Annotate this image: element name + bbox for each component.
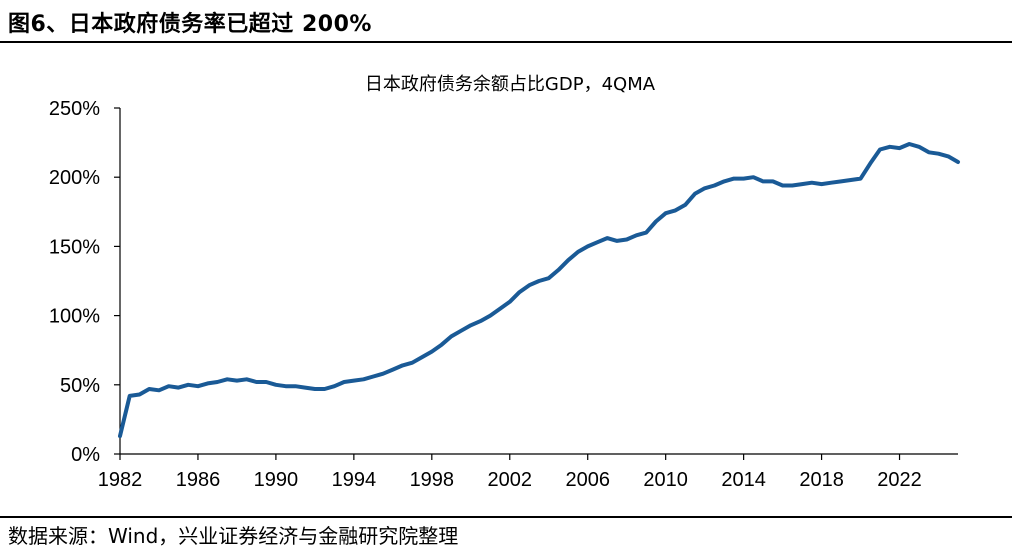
- axes: [119, 108, 958, 455]
- x-tick-label: 2014: [721, 469, 766, 491]
- figure-title: 图6、日本政府债务率已超过 200%: [8, 12, 372, 37]
- y-tick-label: 100%: [49, 306, 100, 328]
- y-tick-label: 50%: [60, 375, 100, 397]
- y-tick-label: 200%: [49, 167, 100, 189]
- x-tick-label: 1998: [410, 469, 455, 491]
- source-note: 数据来源：Wind，兴业证券经济与金融研究院整理: [8, 524, 459, 548]
- ticks: 0% 50% 100% 150% 200% 250% 1982 1986 1990 1994 199…: [49, 98, 922, 491]
- top-rule: [0, 41, 1012, 43]
- x-tick-label: 1990: [254, 469, 299, 491]
- y-tick-label: 0%: [71, 444, 100, 466]
- x-tick-label: 1994: [332, 469, 377, 491]
- x-tick-label: 1982: [98, 469, 143, 491]
- chart-title: 日本政府债务余额占比GDP，4QMA: [365, 74, 656, 95]
- series-group: [118, 142, 960, 438]
- x-tick-label: 2002: [488, 469, 533, 491]
- y-tick-label: 250%: [49, 98, 100, 120]
- x-tick-label: 2018: [799, 469, 844, 491]
- chart: 日本政府债务余额占比GDP，4QMA 0% 50% 100% 150% 200% 250%…: [49, 74, 960, 491]
- x-tick-label: 2022: [877, 469, 922, 491]
- x-tick-label: 1986: [176, 469, 221, 491]
- bottom-rule: [0, 516, 1012, 518]
- y-tick-label: 150%: [49, 236, 100, 258]
- x-tick-label: 2010: [643, 469, 688, 491]
- series-line: [118, 142, 960, 438]
- x-tick-label: 2006: [565, 469, 610, 491]
